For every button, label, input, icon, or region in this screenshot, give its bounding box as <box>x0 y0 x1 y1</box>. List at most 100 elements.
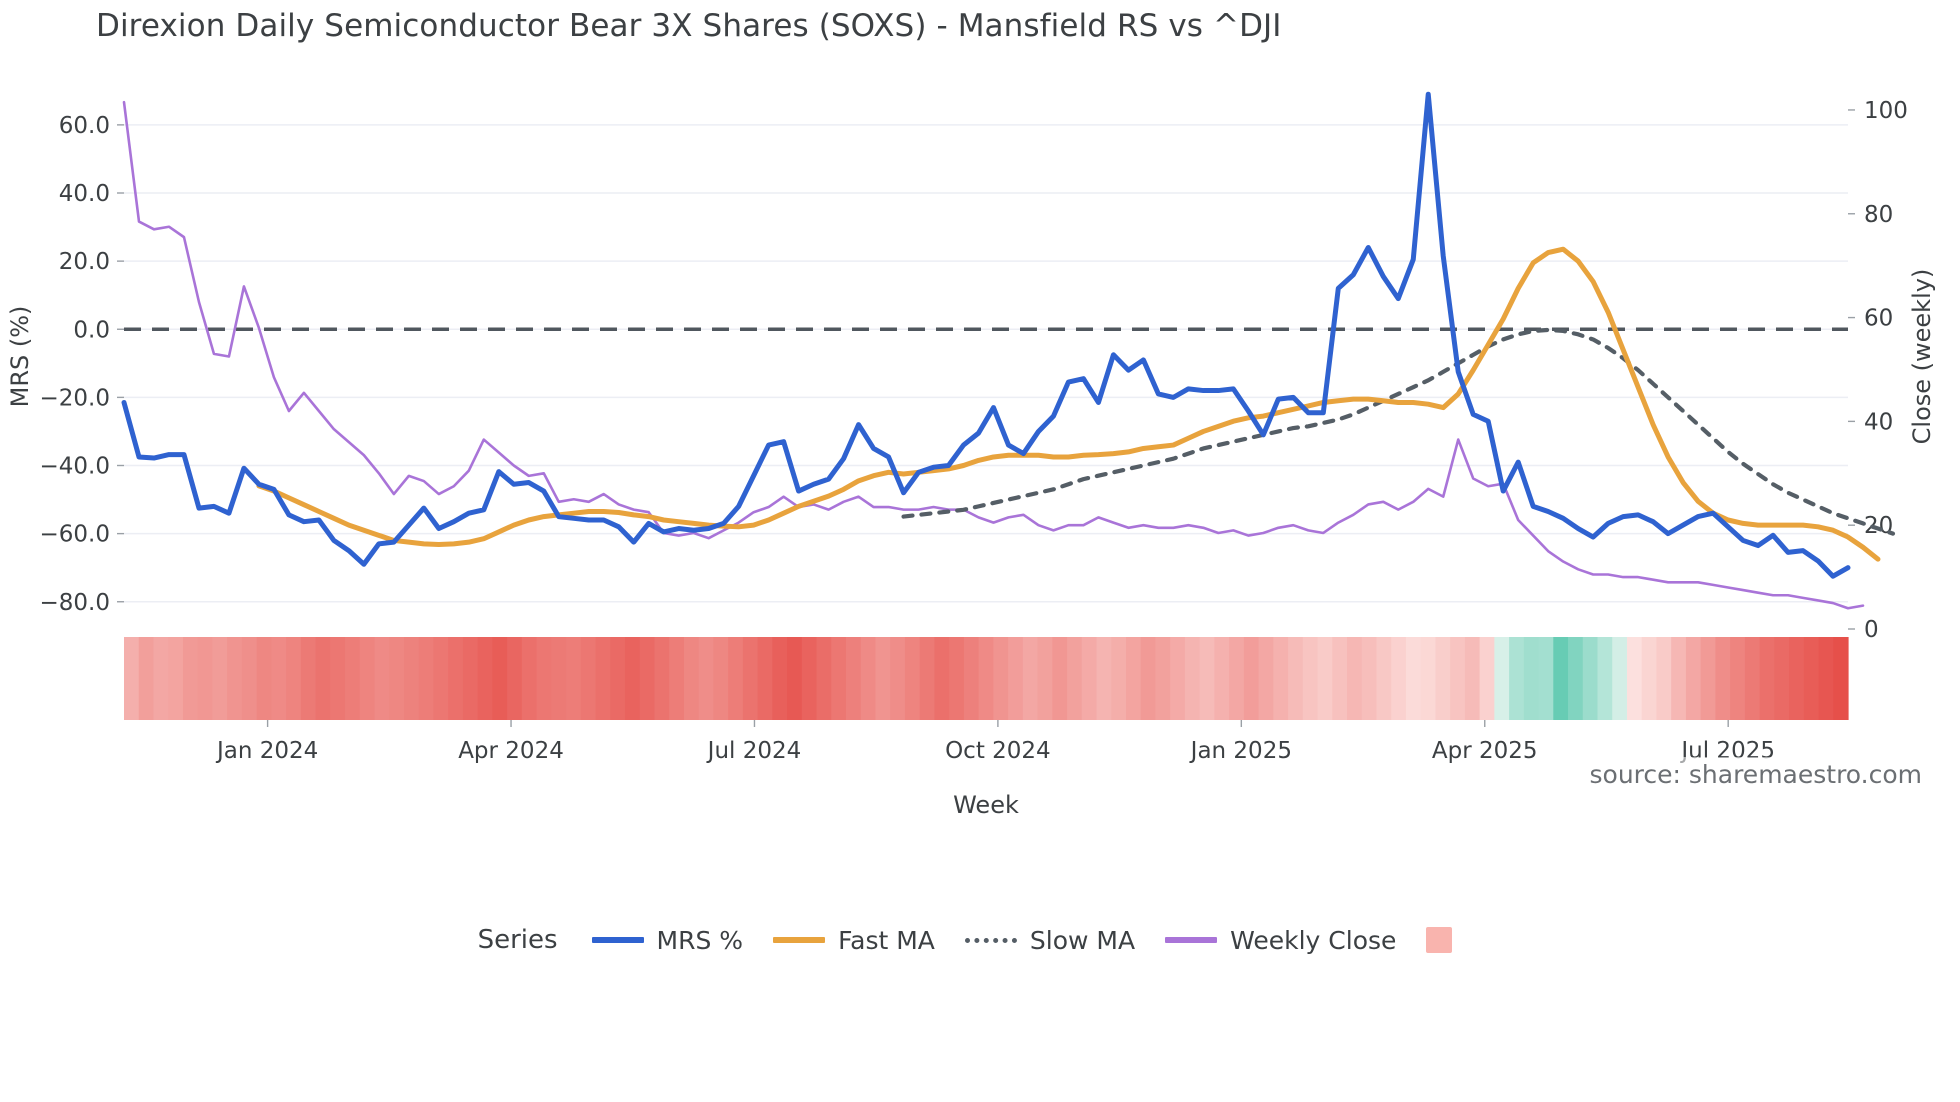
heatmap-cell <box>1008 637 1024 720</box>
heatmap-cell <box>138 637 155 720</box>
legend-label-mrs: MRS % <box>656 925 744 955</box>
heatmap-cell <box>846 637 862 720</box>
heatmap-cell <box>1671 637 1687 720</box>
heatmap-cell <box>1288 637 1304 720</box>
heatmap-cell <box>1081 637 1098 720</box>
legend-swatch-weekly-close-icon <box>1165 937 1218 943</box>
heatmap-cell <box>728 637 744 720</box>
heatmap-cell <box>1199 637 1215 720</box>
heatmap-cell <box>1730 637 1746 720</box>
heatmap-cell <box>1641 637 1658 720</box>
heatmap-cell <box>1774 637 1790 720</box>
heatmap-cell <box>1258 637 1274 720</box>
heatmap-cell <box>212 637 228 720</box>
heatmap-cell <box>934 637 950 720</box>
series-line-mrs <box>121 91 1851 579</box>
heatmap-cell <box>1405 637 1422 720</box>
heatmap-cell <box>227 637 243 720</box>
heatmap-cell <box>757 637 773 720</box>
heatmap-cell <box>1568 637 1584 720</box>
legend-swatch-slow-ma-icon <box>964 937 1017 943</box>
heatmap-cell <box>168 637 184 720</box>
heatmap-cell <box>153 637 169 720</box>
heatmap-cell <box>772 637 788 720</box>
heatmap-cell <box>1803 637 1820 720</box>
y2tick-label-2: 60 <box>1864 306 1893 332</box>
heatmap-cell <box>904 637 921 720</box>
heatmap-cell <box>1818 637 1834 720</box>
heatmap-cell <box>1111 637 1127 720</box>
heatmap-cell <box>860 637 877 720</box>
heatmap-cell <box>1361 637 1378 720</box>
heatmap-cell <box>624 637 641 720</box>
legend-item-mrs[interactable]: MRS % <box>591 925 744 955</box>
legend-label-weekly-close: Weekly Close <box>1230 925 1397 955</box>
heatmap-cell <box>551 637 567 720</box>
heatmap-cell <box>197 637 214 720</box>
heatmap-cell <box>241 637 258 720</box>
heatmap-cell <box>521 637 538 720</box>
heatmap-cell <box>1229 637 1245 720</box>
heatmap-cell <box>1626 637 1643 720</box>
heatmap-cell <box>639 637 656 720</box>
heatmap-cell <box>403 637 420 720</box>
y2tick-label-3: 40 <box>1864 409 1893 435</box>
xtick-label-5: Apr 2025 <box>1432 738 1538 764</box>
heatmap-cell <box>1494 637 1510 720</box>
legend-swatch-fast-ma-icon <box>773 937 826 943</box>
legend-item-weekly-close[interactable]: Weekly Close <box>1165 926 1396 955</box>
ytick-label-4: −20.0 <box>40 385 110 411</box>
heatmap-cell <box>1391 637 1407 720</box>
ytick-label-6: −60.0 <box>40 522 110 548</box>
heatmap-cell <box>1170 637 1186 720</box>
ytick-label-2: 20.0 <box>59 249 110 275</box>
heatmap-cell <box>492 637 508 720</box>
heatmap-cell <box>1435 637 1451 720</box>
heatmap-cell <box>831 637 847 720</box>
heatmap-cell <box>271 637 287 720</box>
legend-item-heat[interactable] <box>1426 927 1453 953</box>
source-watermark: source: sharemaestro.com <box>1579 757 1932 792</box>
heatmap-cell <box>742 637 759 720</box>
heatmap-cell <box>374 637 390 720</box>
heatmap-cell <box>330 637 346 720</box>
heatmap-cell <box>1273 637 1289 720</box>
series-line-fast-ma <box>256 246 1881 562</box>
heatmap-cell <box>1022 637 1039 720</box>
heatmap-cell <box>462 637 479 720</box>
heatmap-cell <box>433 637 449 720</box>
heatmap-cell <box>1037 637 1053 720</box>
heatmap-cell <box>536 637 552 720</box>
xtick-label-4: Jan 2025 <box>1189 738 1292 764</box>
heatmap-cell <box>286 637 302 720</box>
heatmap-cell <box>477 637 493 720</box>
y-axis-title: MRS (%) <box>6 306 34 408</box>
heatmap-cell <box>919 637 936 720</box>
legend-item-fast-ma[interactable]: Fast MA <box>773 926 935 955</box>
y2tick-label-4: 20 <box>1864 513 1893 539</box>
legend-item-slow-ma[interactable]: Slow MA <box>964 926 1135 955</box>
ytick-label-3: 0.0 <box>73 317 110 343</box>
heatmap-cell <box>1479 637 1495 720</box>
heatmap-cell <box>978 637 994 720</box>
heatmap-cell <box>1464 637 1481 720</box>
heatmap-cell <box>801 637 818 720</box>
heatmap-cell <box>787 637 803 720</box>
heatmap-cell <box>654 637 670 720</box>
heatmap-cell <box>256 637 272 720</box>
chart-legend: Series MRS % Fast MA Slow MA Weekly Clos… <box>0 925 1960 955</box>
heatmap-cell <box>1052 637 1068 720</box>
heatmap-cell <box>1553 637 1569 720</box>
heatmap-cell <box>1332 637 1348 720</box>
heatmap-cell <box>359 637 376 720</box>
xtick-label-3: Oct 2024 <box>945 738 1051 764</box>
heatmap-cell <box>1243 637 1260 720</box>
heatmap-cell <box>1597 637 1613 720</box>
y2tick-label-0: 100 <box>1864 98 1908 124</box>
heatmap-cell <box>182 637 199 720</box>
heatmap-cell <box>345 637 361 720</box>
heatmap-cell <box>1582 637 1599 720</box>
heatmap-cell <box>1789 637 1805 720</box>
